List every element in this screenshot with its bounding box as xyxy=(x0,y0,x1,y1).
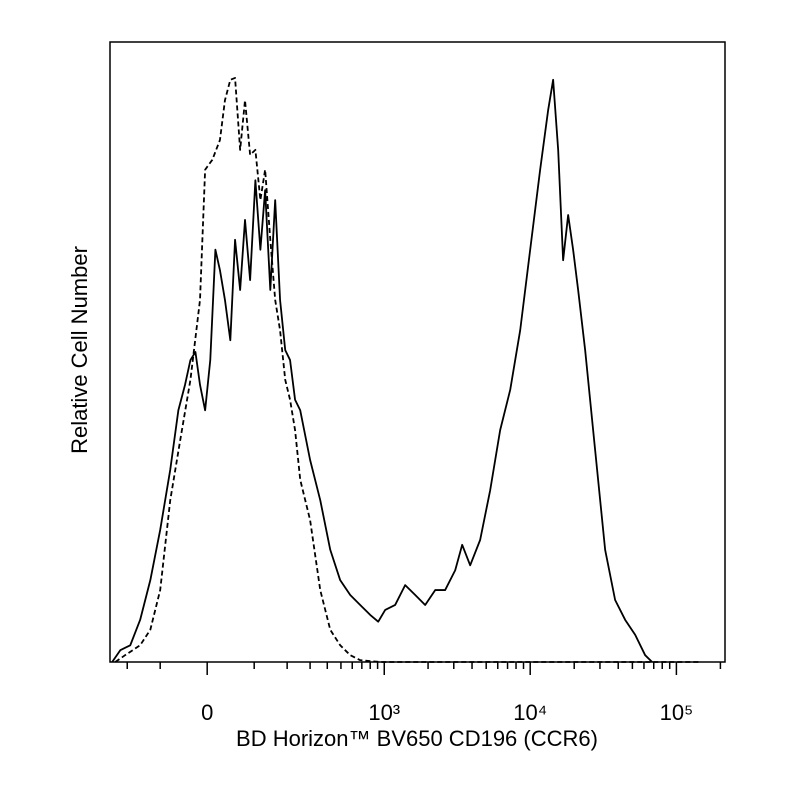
histogram-line xyxy=(114,77,701,663)
x-tick-label: 10³ xyxy=(368,700,400,725)
y-axis-label: Relative Cell Number xyxy=(67,246,92,454)
plot-area xyxy=(111,77,701,663)
plot-frame xyxy=(109,41,726,663)
histogram-line xyxy=(111,78,653,663)
x-axis-label: BD Horizon™ BV650 CD196 (CCR6) xyxy=(236,726,598,751)
x-tick-label: 10⁴ xyxy=(513,700,547,725)
x-tick-label: 0 xyxy=(201,700,213,725)
x-tick-label: 10⁵ xyxy=(660,700,694,725)
